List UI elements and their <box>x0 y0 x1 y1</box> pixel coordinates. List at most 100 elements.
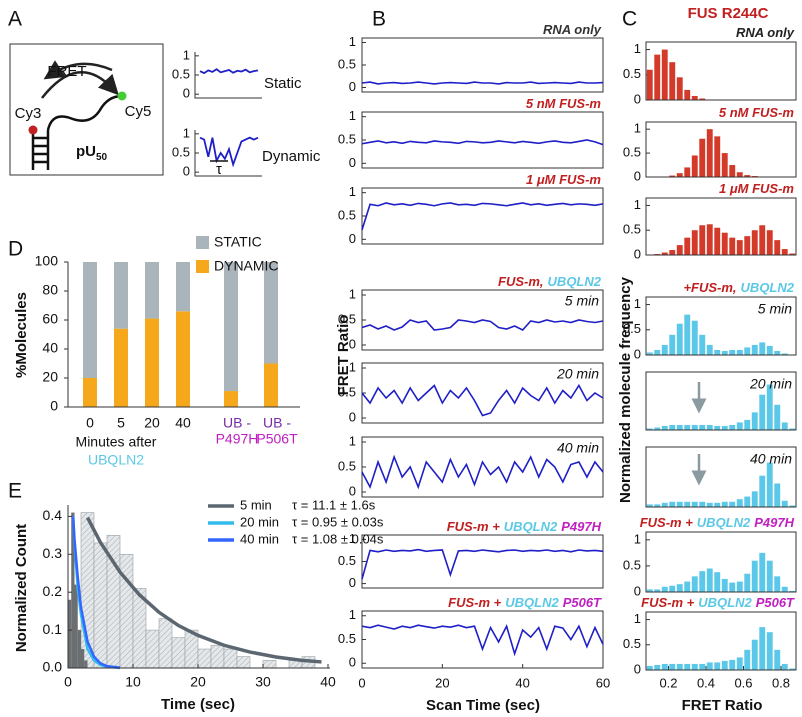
bar <box>119 553 134 669</box>
x-tick-label: 40 <box>320 674 336 690</box>
bar <box>83 262 97 378</box>
y-tick-label: 1 <box>349 34 356 49</box>
bar <box>224 391 238 407</box>
y-tick-label: 1 <box>349 108 356 123</box>
bar <box>223 648 238 669</box>
legend-swatch <box>196 260 209 273</box>
series-label: 5 nM FUS-m <box>719 105 795 120</box>
x-tick-label: 0.6 <box>734 675 752 690</box>
bar <box>83 378 97 407</box>
bar <box>781 422 788 430</box>
y-tick-label: 0.5 <box>623 222 641 237</box>
label-part: 5 nM FUS-m <box>526 96 602 111</box>
bar <box>789 505 796 507</box>
bar <box>654 427 661 430</box>
bar <box>736 499 743 507</box>
bar <box>721 578 728 592</box>
y-tick-label: 1 <box>183 47 190 62</box>
label-part: FUS-m + <box>447 519 501 534</box>
y-tick-label: 80 <box>42 282 58 298</box>
x-tick-label: P497H <box>216 431 259 447</box>
bar <box>774 404 781 430</box>
legend-label: 5 min <box>240 497 272 512</box>
axis <box>194 52 262 99</box>
bar <box>669 334 676 355</box>
x-tick-label: 30 <box>255 674 271 690</box>
legend-label: 40 min <box>240 531 279 546</box>
bar <box>729 165 736 177</box>
bar <box>691 155 698 177</box>
y-tick-label: 40 <box>42 340 58 356</box>
bar <box>684 237 691 255</box>
bar <box>691 230 698 255</box>
bar <box>84 660 88 668</box>
bar <box>676 323 683 355</box>
bar <box>676 173 683 177</box>
cy3-dye <box>28 125 38 135</box>
series-label: RNA only <box>736 25 795 40</box>
bar <box>714 136 721 177</box>
y-tick-label: 0 <box>349 483 356 498</box>
bar <box>699 501 706 507</box>
bar <box>714 227 721 255</box>
y-tick-label: 0 <box>183 164 190 179</box>
y-tick-label: 0.1 <box>43 621 63 637</box>
y-axis-label: Normalized Count <box>13 524 30 652</box>
bar <box>676 424 683 430</box>
series-label: 1 μM FUS-m <box>719 181 794 196</box>
bar <box>676 77 683 100</box>
bar <box>744 419 751 430</box>
bar <box>691 320 698 355</box>
bar <box>751 344 758 355</box>
plot-frame <box>361 187 604 245</box>
panel-letter: B <box>372 8 386 31</box>
plot-frame <box>645 371 797 431</box>
bar <box>661 502 668 507</box>
bar <box>766 462 773 507</box>
trace <box>361 202 604 231</box>
x-tick-label: 10 <box>125 674 141 690</box>
plot-frame <box>645 41 797 101</box>
y-tick-label: 1 <box>349 184 356 199</box>
bar <box>744 649 751 670</box>
bar <box>736 172 743 177</box>
bar <box>264 262 278 364</box>
bar <box>77 630 81 668</box>
bar <box>714 349 721 355</box>
y-tick-label: 1 <box>634 531 641 546</box>
bar <box>714 572 721 592</box>
bar <box>759 627 766 670</box>
bar <box>721 501 728 507</box>
bar <box>706 129 713 177</box>
x-tick-label: 20 <box>144 415 160 431</box>
trace <box>361 319 604 331</box>
x-tick-label: 0.4 <box>697 675 715 690</box>
bar <box>158 618 173 669</box>
panel-a-diagram: FRET Cy3 Cy5 pU50 <box>9 43 164 176</box>
bar <box>706 502 713 507</box>
x-tick-label: 0 <box>358 675 365 690</box>
y-axis-label: %Molecules <box>13 292 30 378</box>
y-tick-label: 0 <box>634 246 641 261</box>
bar <box>114 328 128 407</box>
bar <box>706 224 713 255</box>
y-tick-label: 0.5 <box>623 66 641 81</box>
legend-label: STATIC <box>214 234 262 250</box>
label-part: UBQLN2 <box>504 519 558 534</box>
trace <box>361 139 604 146</box>
bar <box>262 660 277 669</box>
y-tick-label: 0.5 <box>623 321 641 336</box>
series-label: +FUS-m, UBQLN2 <box>683 280 794 295</box>
plot-frame <box>645 121 797 178</box>
bar <box>661 344 668 355</box>
y-tick-label: 0.5 <box>172 144 190 159</box>
y-tick-label: 1 <box>634 121 641 136</box>
bar <box>699 138 706 177</box>
y-tick-label: 0 <box>349 655 356 670</box>
bar <box>684 663 691 670</box>
y-tick-label: 1 <box>634 296 641 311</box>
label-part: UBQLN2 <box>548 274 602 289</box>
bar <box>789 428 796 430</box>
bar <box>684 424 691 430</box>
bar <box>729 659 736 670</box>
